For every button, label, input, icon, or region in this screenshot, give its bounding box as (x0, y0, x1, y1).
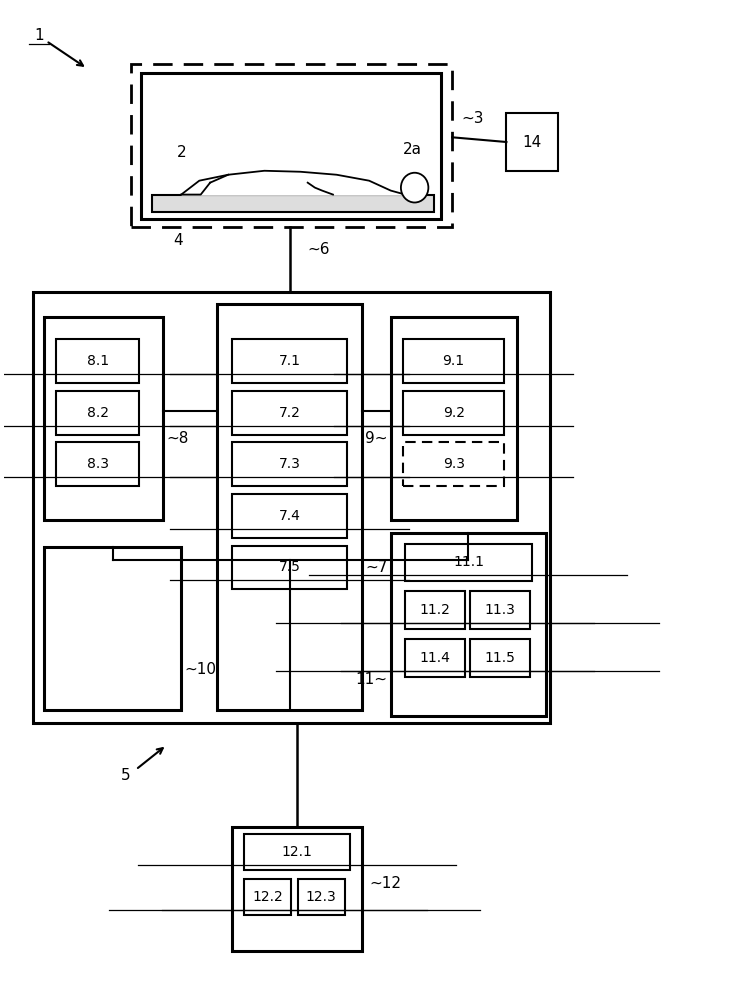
Bar (391, 317, 518, 520)
Bar (403, 442, 504, 486)
Bar (56, 442, 140, 486)
Text: 7.1: 7.1 (279, 354, 300, 368)
Bar (404, 639, 464, 677)
Bar (391, 533, 546, 716)
Bar (131, 64, 452, 227)
Bar (232, 546, 347, 589)
Bar (44, 317, 163, 520)
Bar (232, 494, 347, 538)
Text: ~8: ~8 (167, 431, 189, 446)
Text: 11.3: 11.3 (485, 603, 515, 617)
Bar (56, 391, 140, 435)
Bar (403, 339, 504, 383)
Text: 1: 1 (34, 28, 44, 43)
Bar (56, 339, 140, 383)
Bar (232, 442, 347, 486)
Bar (244, 834, 350, 870)
Text: 8.3: 8.3 (87, 457, 109, 471)
Bar (244, 879, 291, 915)
Text: ~12: ~12 (369, 876, 401, 891)
Text: 2a: 2a (403, 142, 422, 157)
Text: 11.2: 11.2 (419, 603, 450, 617)
Text: 5: 5 (121, 768, 130, 783)
Text: 12.1: 12.1 (281, 845, 313, 859)
Text: 12.3: 12.3 (306, 890, 336, 904)
Text: 11.1: 11.1 (453, 555, 484, 569)
Text: 7.2: 7.2 (279, 406, 300, 420)
Bar (232, 827, 362, 951)
Bar (298, 879, 344, 915)
Bar (470, 639, 530, 677)
Bar (232, 339, 347, 383)
Bar (232, 391, 347, 435)
Text: 12.2: 12.2 (252, 890, 283, 904)
Bar (404, 544, 532, 581)
Text: 8.2: 8.2 (87, 406, 109, 420)
Text: 7.5: 7.5 (279, 560, 300, 574)
Text: ~3: ~3 (461, 111, 484, 126)
Text: 14: 14 (523, 135, 542, 150)
Bar (217, 304, 362, 710)
Text: 9.2: 9.2 (443, 406, 465, 420)
Text: 8.1: 8.1 (87, 354, 109, 368)
Text: 9.1: 9.1 (442, 354, 465, 368)
Bar (404, 591, 464, 629)
Text: 11.4: 11.4 (419, 651, 450, 665)
Text: 9~: 9~ (365, 431, 387, 446)
Text: 11.5: 11.5 (485, 651, 515, 665)
Text: ~10: ~10 (185, 662, 217, 677)
Bar (152, 195, 434, 212)
Text: 4: 4 (173, 233, 183, 248)
Text: 7.3: 7.3 (279, 457, 300, 471)
Bar (507, 113, 558, 171)
Ellipse shape (401, 173, 428, 202)
Text: 11~: 11~ (355, 672, 387, 687)
Text: 9.3: 9.3 (443, 457, 465, 471)
Text: ~7: ~7 (366, 560, 388, 575)
Bar (470, 591, 530, 629)
Text: 2: 2 (176, 145, 186, 160)
Text: ~6: ~6 (308, 242, 330, 257)
Bar (403, 391, 504, 435)
Bar (33, 292, 550, 723)
Bar (142, 73, 442, 219)
Text: 7.4: 7.4 (279, 509, 300, 523)
Bar (44, 547, 181, 710)
